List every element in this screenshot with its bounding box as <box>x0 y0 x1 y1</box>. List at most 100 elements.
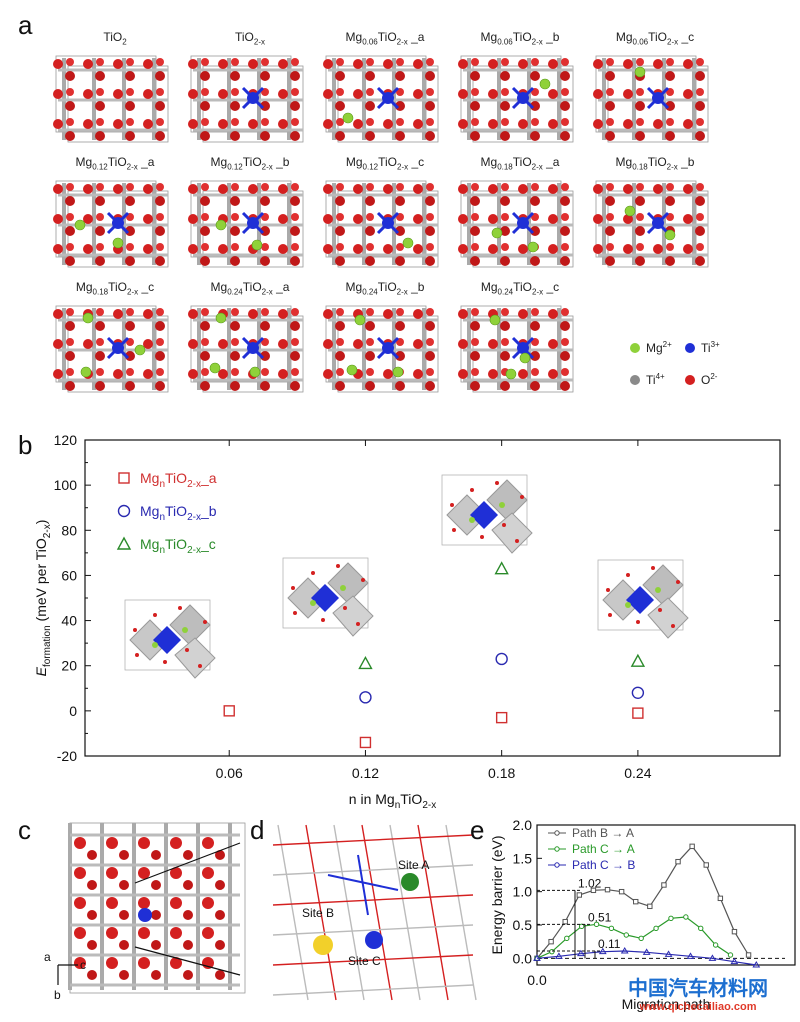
structure-title-part: Mg <box>210 155 228 169</box>
crystal-structure-image <box>458 180 574 268</box>
series-line <box>536 845 750 959</box>
structure-title-part: 0.12 <box>362 162 379 172</box>
x-axis-label-part: n in Mg <box>349 791 395 807</box>
oxygen-atom <box>170 927 182 939</box>
oxygen-atom <box>106 957 118 969</box>
structure-title-part: 0.12 <box>227 162 243 172</box>
structure-title-part: _b <box>407 280 425 294</box>
structure-title-part: 2-x <box>261 162 273 172</box>
oxygen-atom <box>119 880 129 890</box>
structure-title-part: _c <box>678 30 695 44</box>
structure-title: Mg0.12TiO2-x _b <box>185 155 315 171</box>
legend-marker <box>554 862 560 868</box>
oxygen-atom <box>106 837 118 849</box>
x-tick-label: 0.18 <box>488 765 515 781</box>
structure-title-part: 2-x <box>127 287 139 297</box>
y-tick-label: 0.0 <box>513 950 533 966</box>
legend-label-part: Mg <box>140 503 159 519</box>
legend-label: Path B → A <box>572 826 634 840</box>
lattice-line <box>417 824 449 1001</box>
crystal-structure-image <box>188 180 304 268</box>
x-axis-label-part: 2-x <box>422 800 436 810</box>
legend-label-part: TiO <box>165 536 187 552</box>
lattice-line <box>445 824 477 1001</box>
y-tick-label: 2.0 <box>513 817 533 833</box>
structure-title-part: 2-x <box>261 287 273 297</box>
x-axis-label: n in MgnTiO2-x <box>349 791 436 810</box>
legend-label-part: n <box>159 512 165 523</box>
oxygen-atom <box>202 837 214 849</box>
series-point <box>686 952 695 959</box>
x-tick-label: 0.0 <box>527 972 547 988</box>
crystal-structure-image <box>593 180 709 268</box>
oxygen-atom <box>151 970 161 980</box>
watermark-url: www.qichecailiao.com <box>639 1001 757 1013</box>
structure-title-part: 0.24 <box>497 287 514 297</box>
y-tick-label: 60 <box>61 567 77 583</box>
y-axis-label-part: 2-x <box>42 524 53 538</box>
site-c-label: Site C <box>348 954 381 968</box>
structure-title: Mg0.06TiO2-x _c <box>590 30 720 46</box>
data-point-a <box>495 711 508 724</box>
atom-legend-charge: 3+ <box>710 340 720 349</box>
atom-legend-item: Ti4+ <box>630 372 665 387</box>
x-axis-label: Migration path <box>622 996 711 1012</box>
series-point <box>598 947 607 955</box>
series-point <box>604 886 611 893</box>
oxygen-atom <box>106 897 118 909</box>
structure-title-part: TiO <box>513 280 532 294</box>
series-point <box>533 954 541 961</box>
panel-e-letter: e <box>470 815 485 845</box>
legend-label-part: _c <box>200 536 216 552</box>
structure-title-part: Mg <box>75 155 93 169</box>
oxygen-atom <box>74 837 86 849</box>
legend-label-part: _a <box>200 470 217 486</box>
structure-title-part: 0.18 <box>497 162 513 172</box>
octahedra-inset-image <box>282 557 374 637</box>
series-point <box>555 952 563 959</box>
y-tick-label: 1.5 <box>513 850 533 866</box>
oxygen-atom <box>170 837 182 849</box>
oxygen-atom <box>87 910 97 920</box>
atom-legend-charge: 2+ <box>662 340 672 349</box>
oxygen-atom <box>106 927 118 939</box>
x-axis-label-part: TiO <box>400 791 422 807</box>
lattice-line <box>272 984 474 996</box>
structure-title-part: _a <box>542 155 560 169</box>
oxygen-atom <box>138 867 150 879</box>
structure-title-part: 2-x <box>532 287 544 297</box>
structure-title-part: TiO <box>378 155 397 169</box>
structure-title: TiO2-x <box>185 30 315 46</box>
oxygen-atom <box>74 957 86 969</box>
structure-title-part: 2 <box>122 37 127 47</box>
series-point <box>564 935 570 942</box>
legend-label-part: Mg <box>140 470 159 486</box>
oxygen-atom <box>170 957 182 969</box>
oxygen-atom <box>215 910 225 920</box>
series-point <box>661 882 667 888</box>
structure-title-part: 0.18 <box>92 287 109 297</box>
formation-energy-chart: -20 0 20 40 60 80 100 120 0.06 0.12 0.18 0.24 n in M… <box>33 432 781 810</box>
atom-legend-label: Mg <box>646 341 663 355</box>
structure-title-part: 2-x <box>531 162 543 172</box>
lattice-line <box>272 924 474 936</box>
octahedra-inset-image <box>597 559 689 639</box>
structure-title: Mg0.12TiO2-x _a <box>50 155 180 171</box>
y-axis-label-part: formation <box>42 625 53 667</box>
structure-title-part: TiO <box>647 155 667 169</box>
structure-title-part: 2-x <box>666 162 678 172</box>
structure-title-part: 0.18 <box>632 162 648 172</box>
energy-barrier-chart: 0.0 0.5 1.0 1.5 2.0 0.0 Migration path Energy b… <box>489 817 796 1012</box>
oxygen-atom <box>183 910 193 920</box>
series-point <box>653 925 659 932</box>
structure-title-part: 2-x <box>531 37 543 47</box>
crystal-structure-image <box>323 180 439 268</box>
atom-legend-charge: 2- <box>710 372 718 381</box>
y-tick-label: 0 <box>69 703 77 719</box>
oxygen-atom <box>87 970 97 980</box>
y-axis-label-part: (meV per TiO <box>33 538 49 625</box>
oxygen-atom <box>215 880 225 890</box>
panel-d-sites: Site A Site B Site C <box>272 824 477 1001</box>
structure-title-part: TiO <box>242 155 262 169</box>
structure-title-part: _a <box>407 30 425 44</box>
